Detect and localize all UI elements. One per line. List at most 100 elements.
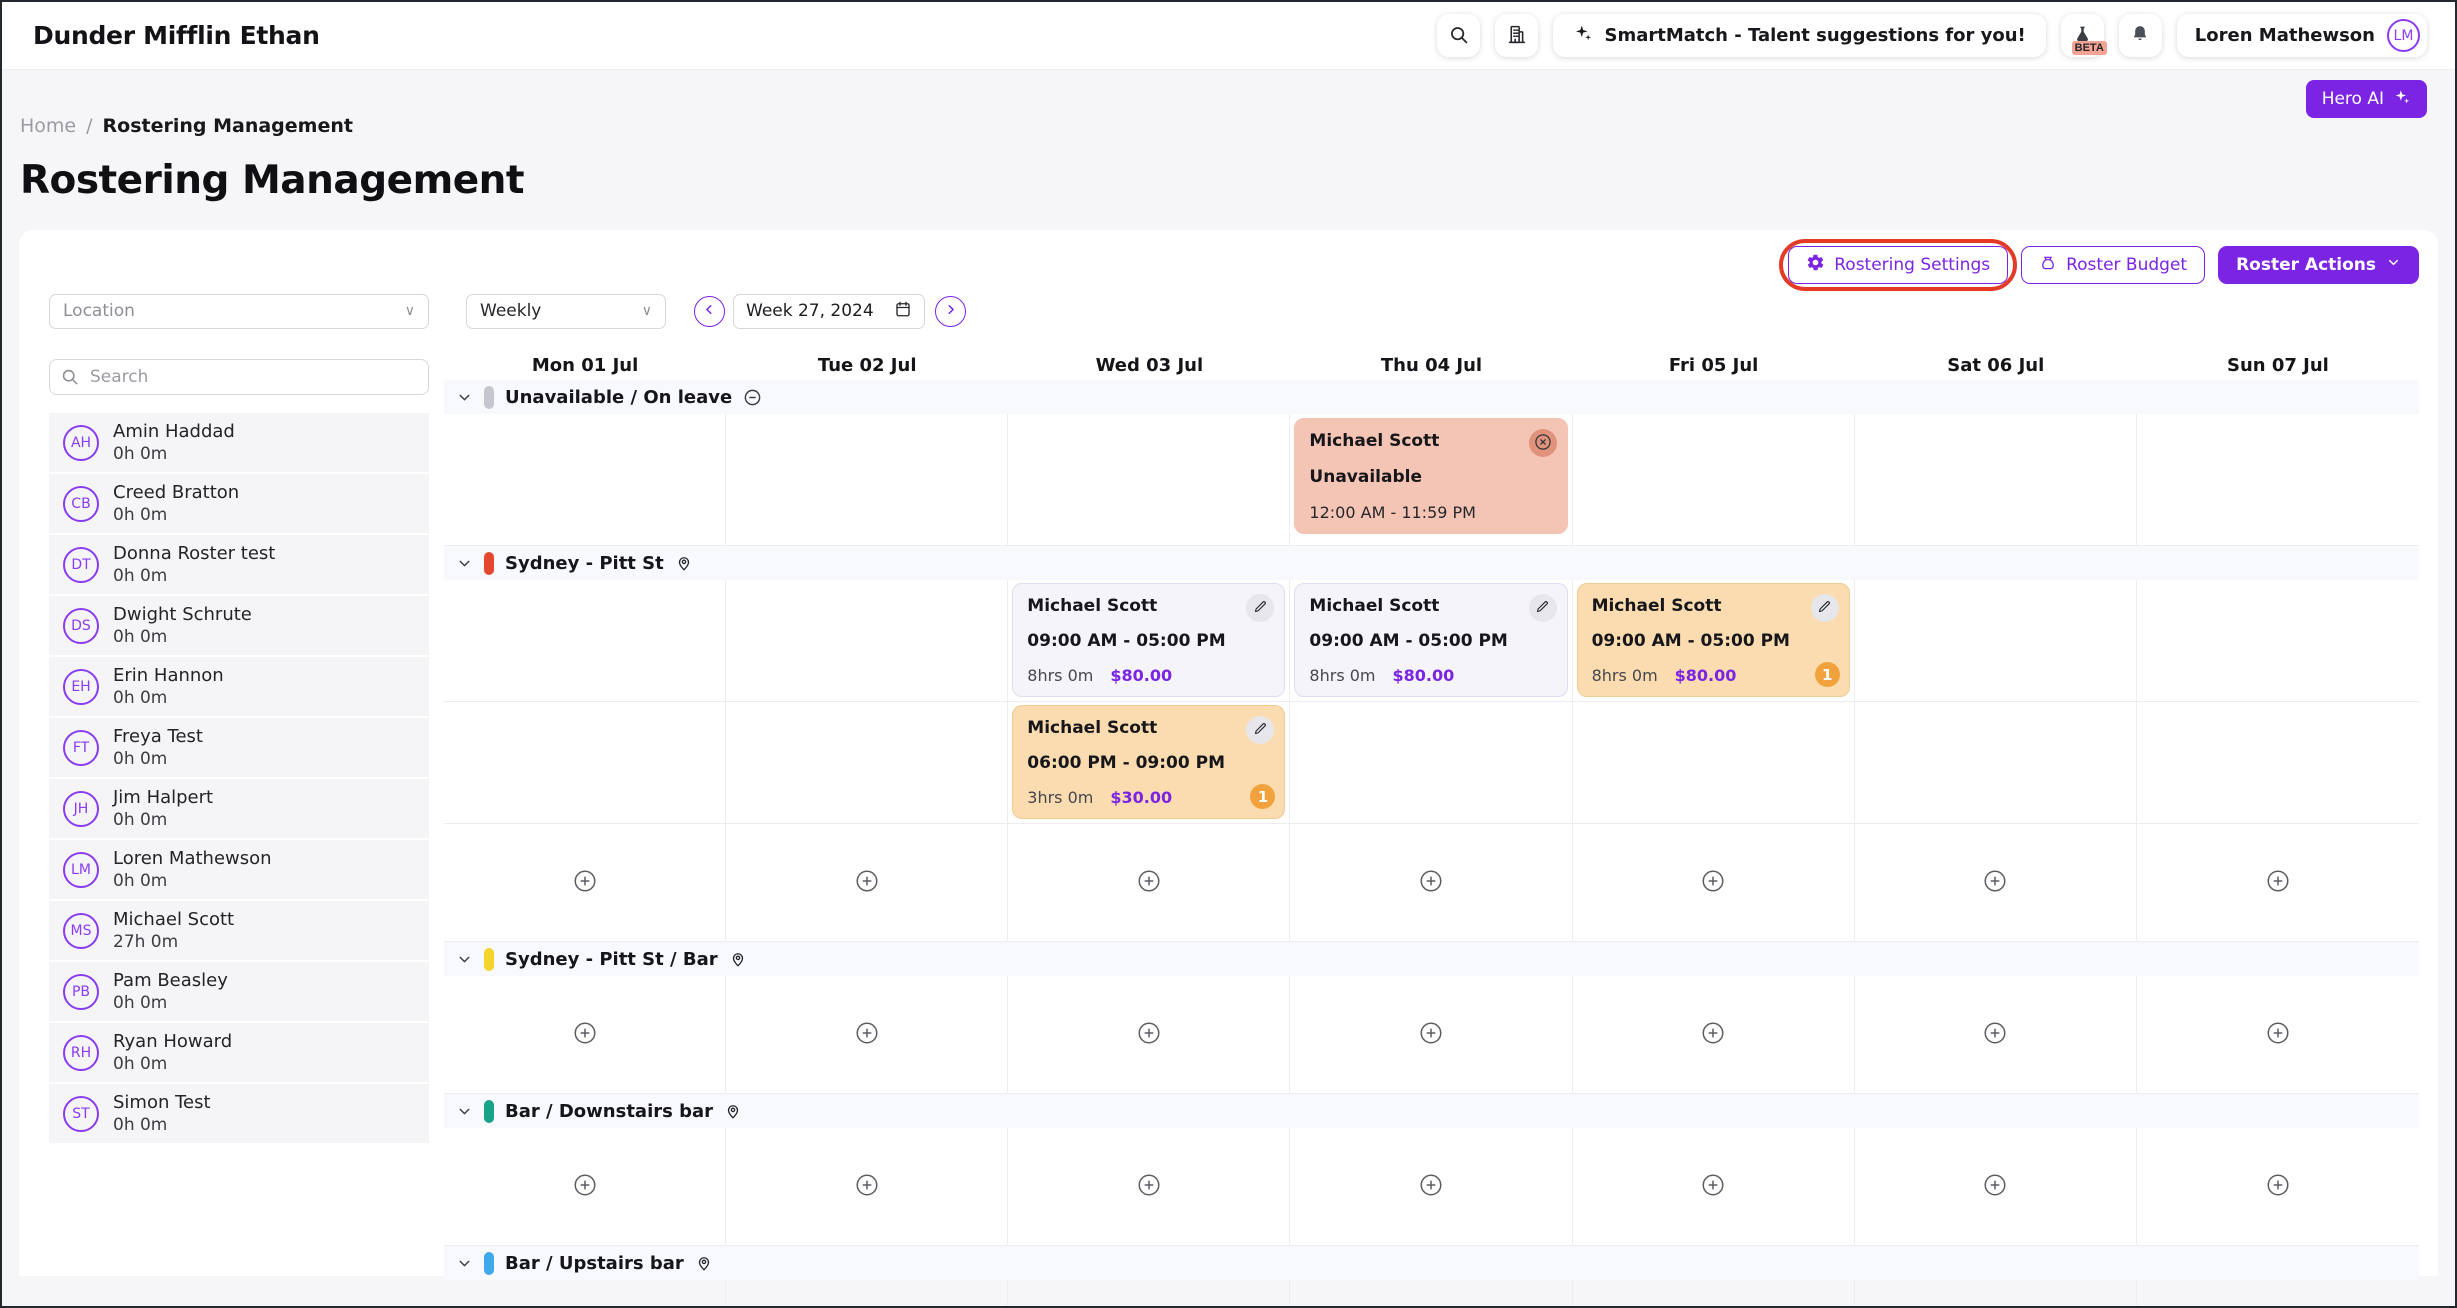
day-cell[interactable] [444,702,727,823]
day-cell[interactable] [444,580,727,701]
employee-list-item[interactable]: EH Erin Hannon 0h 0m [49,657,429,716]
remove-unavailability-button[interactable] [1528,429,1557,457]
add-shift-cell[interactable] [1290,976,1573,1093]
unavailability-time: 12:00 AM - 11:59 PM [1309,503,1476,522]
shift-card[interactable]: Michael Scott 06:00 PM - 09:00 PM 3hrs 0… [1012,705,1286,819]
add-shift-cell[interactable] [1290,1128,1573,1245]
employee-list-item[interactable]: PB Pam Beasley 0h 0m [49,962,429,1021]
day-cell[interactable] [1855,414,2137,545]
add-shift-cell[interactable] [2137,976,2419,1093]
day-cell[interactable] [1855,702,2137,823]
edit-shift-button[interactable] [1528,594,1557,622]
add-shift-cell[interactable] [1855,976,2137,1093]
day-cell[interactable] [726,1280,1009,1306]
labs-beta-button[interactable]: BETA [2060,14,2107,57]
day-cell[interactable] [1290,702,1573,823]
collapse-chevron-icon[interactable] [456,389,473,406]
minus-circle-icon[interactable] [743,388,762,407]
location-select[interactable]: Location ∨ [49,293,429,329]
add-shift-cell[interactable] [444,976,727,1093]
collapse-chevron-icon[interactable] [456,951,473,968]
day-cell[interactable]: Michael Scott 09:00 AM - 05:00 PM 8hrs 0… [1573,580,1855,701]
day-cell[interactable] [726,580,1009,701]
day-cell[interactable] [444,1280,727,1306]
add-shift-cell[interactable] [1855,1128,2137,1245]
employee-list-item[interactable]: LM Loren Mathewson 0h 0m [49,840,429,899]
previous-week-button[interactable] [694,295,725,327]
add-shift-cell[interactable] [444,824,727,941]
add-shift-cell[interactable] [444,1128,727,1245]
hero-ai-button[interactable]: Hero AI [2305,80,2427,118]
day-cell[interactable] [1290,1280,1573,1306]
day-cell[interactable] [1573,702,1855,823]
shift-card[interactable]: Michael Scott 09:00 AM - 05:00 PM 8hrs 0… [1294,583,1568,697]
employee-list-item[interactable]: JH Jim Halpert 0h 0m [49,779,429,838]
employee-list-item[interactable]: DT Donna Roster test 0h 0m [49,535,429,594]
user-menu-button[interactable]: Loren Mathewson LM [2176,14,2427,57]
roster-budget-button[interactable]: Roster Budget [2021,246,2206,284]
day-cell[interactable]: Michael Scott 09:00 AM - 05:00 PM 8hrs 0… [1008,580,1291,701]
period-select[interactable]: Weekly ∨ [466,293,666,329]
employee-list-item[interactable]: DS Dwight Schrute 0h 0m [49,596,429,655]
next-week-button[interactable] [935,295,966,327]
day-cell[interactable] [726,702,1009,823]
edit-shift-button[interactable] [1246,716,1275,744]
add-shift-cell[interactable] [1573,824,1855,941]
add-shift-cell[interactable] [726,824,1009,941]
day-cell[interactable] [2137,1280,2419,1306]
edit-shift-button[interactable] [1246,594,1275,622]
sparkle-icon [2393,88,2411,111]
employee-list-item[interactable]: MS Michael Scott 27h 0m [49,901,429,960]
day-cell[interactable] [444,414,727,545]
add-shift-cell[interactable] [1573,976,1855,1093]
collapse-chevron-icon[interactable] [456,555,473,572]
add-shift-cell[interactable] [2137,1128,2419,1245]
breadcrumb-home-link[interactable]: Home [20,115,77,137]
add-shift-cell[interactable] [1573,1128,1855,1245]
add-shift-cell[interactable] [1008,824,1291,941]
day-cell[interactable] [726,414,1009,545]
add-shift-cell[interactable] [1290,824,1573,941]
employee-name: Donna Roster test [113,542,276,564]
rostering-settings-button[interactable]: Rostering Settings [1788,246,2009,284]
shift-card[interactable]: Michael Scott 09:00 AM - 05:00 PM 8hrs 0… [1576,583,1850,697]
notifications-button[interactable] [2118,14,2162,57]
search-button[interactable] [1437,14,1481,57]
unavailability-card[interactable]: Michael Scott Unavailable 12:00 AM - 11:… [1294,418,1568,534]
employee-list-item[interactable]: RH Ryan Howard 0h 0m [49,1023,429,1082]
day-cell[interactable] [1855,1280,2137,1306]
organisation-button[interactable] [1495,14,1539,57]
day-cell[interactable] [1008,414,1291,545]
smartmatch-button[interactable]: SmartMatch - Talent suggestions for you! [1553,14,2046,57]
collapse-chevron-icon[interactable] [456,1255,473,1272]
week-picker[interactable]: Week 27, 2024 [733,293,925,329]
add-shift-cell[interactable] [726,976,1009,1093]
employee-list-item[interactable]: FT Freya Test 0h 0m [49,718,429,777]
collapse-chevron-icon[interactable] [456,1103,473,1120]
day-cell[interactable]: Michael Scott Unavailable 12:00 AM - 11:… [1290,414,1573,545]
day-cell[interactable] [2137,580,2419,701]
add-shift-cell[interactable] [1008,976,1291,1093]
add-shift-cell[interactable] [726,1128,1009,1245]
add-shift-cell[interactable] [2137,824,2419,941]
employee-list-item[interactable]: AH Amin Haddad 0h 0m [49,413,429,472]
shift-card[interactable]: Michael Scott 09:00 AM - 05:00 PM 8hrs 0… [1012,583,1286,697]
day-cell[interactable]: Michael Scott 06:00 PM - 09:00 PM 3hrs 0… [1008,702,1291,823]
add-shift-cell[interactable] [1855,824,2137,941]
employee-search-input[interactable] [49,359,429,395]
day-cell[interactable] [1573,1280,1855,1306]
roster-actions-button[interactable]: Roster Actions [2218,246,2419,284]
add-shift-cell[interactable] [1008,1128,1291,1245]
day-cell[interactable] [1008,1280,1291,1306]
day-cell[interactable]: Michael Scott 09:00 AM - 05:00 PM 8hrs 0… [1290,580,1573,701]
plus-circle-icon [1982,868,2008,898]
day-cell[interactable] [2137,702,2419,823]
employee-list-item[interactable]: ST Simon Test 0h 0m [49,1084,429,1143]
employee-list-item[interactable]: CB Creed Bratton 0h 0m [49,474,429,533]
section-color-pill [484,947,494,971]
day-cell[interactable] [2137,414,2419,545]
day-cell[interactable] [1855,580,2137,701]
section-header-unavailable: Unavailable / On leave [444,380,2419,414]
edit-shift-button[interactable] [1810,594,1839,622]
day-cell[interactable] [1573,414,1855,545]
